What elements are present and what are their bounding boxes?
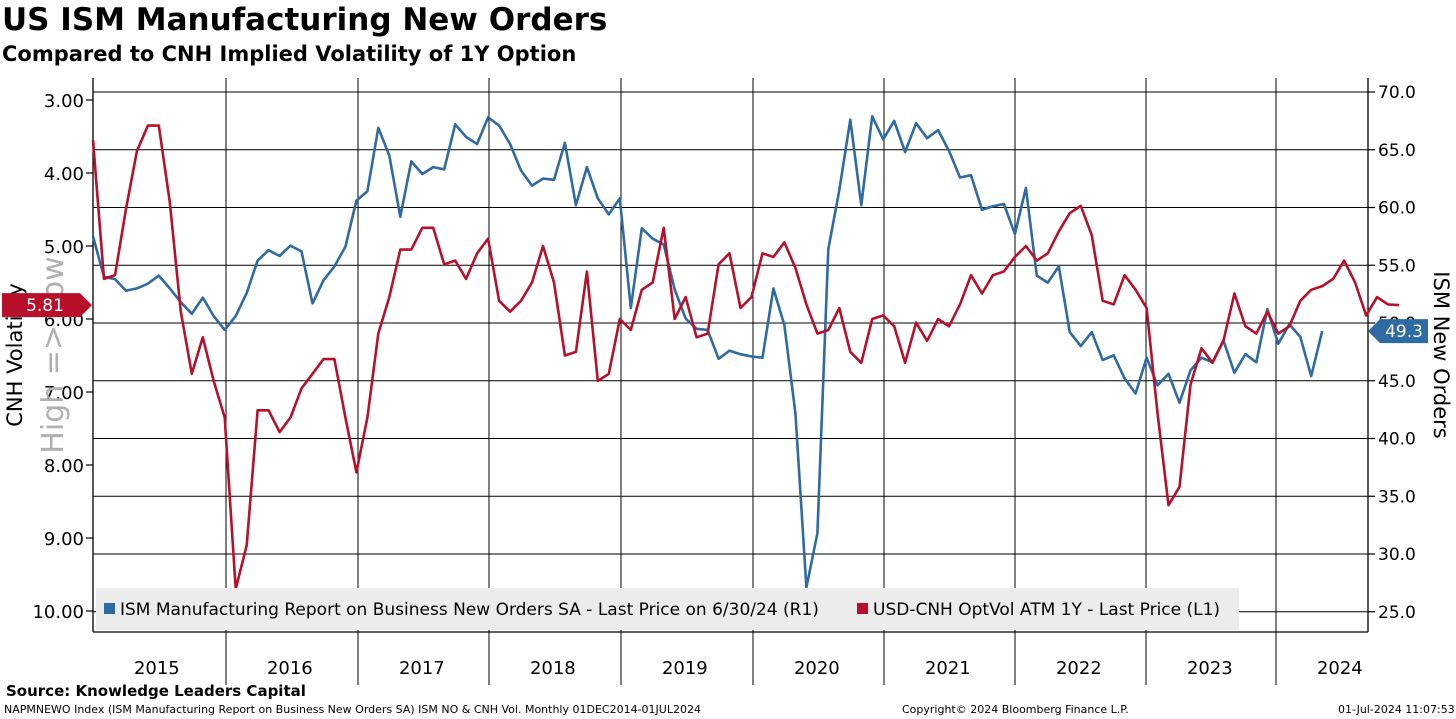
year-label: 2018: [530, 658, 576, 679]
year-label: 2019: [662, 658, 708, 679]
legend-label-ism: ISM Manufacturing Report on Business New…: [120, 600, 819, 620]
legend-swatch-cnh: [857, 603, 868, 614]
left-tick-label: 8.00: [44, 456, 84, 477]
year-label: 2024: [1317, 658, 1363, 679]
year-label: 2023: [1187, 658, 1233, 679]
right-tick-label: 65.0: [1378, 141, 1416, 161]
ism-last-value-tag: [1368, 319, 1428, 344]
ism-new-orders-line: [91, 115, 1324, 589]
cnh-last-value-label: 5.81: [26, 296, 64, 316]
footer-copyright: Copyright© 2024 Bloomberg Finance L.P.: [902, 703, 1129, 716]
source-note: Source: Knowledge Leaders Capital: [6, 682, 306, 700]
chart-title: US ISM Manufacturing New Orders: [2, 2, 608, 38]
right-tick-label: 35.0: [1378, 487, 1416, 507]
left-tick-label: 4.00: [44, 164, 84, 185]
cnh-volatility-line: [91, 124, 1400, 591]
right-tick-label: 70.0: [1378, 83, 1416, 103]
footer-timestamp: 01-Jul-2024 11:07:53: [1338, 703, 1455, 716]
legend-box: [96, 588, 1239, 630]
left-tick-label: 10.00: [32, 602, 84, 623]
right-tick-label: 25.0: [1378, 603, 1416, 623]
right-tick-label: 60.0: [1378, 199, 1416, 219]
year-label: 2022: [1056, 658, 1102, 679]
left-tick-label: 5.00: [44, 237, 84, 258]
left-tick-label: 3.00: [44, 91, 84, 112]
year-label: 2020: [794, 658, 840, 679]
year-label: 2021: [925, 658, 971, 679]
right-tick-label: 55.0: [1378, 256, 1416, 276]
year-label: 2015: [134, 658, 180, 679]
right-tick-label: 45.0: [1378, 372, 1416, 392]
left-tick-label: 7.00: [44, 383, 84, 404]
chart-subtitle: Compared to CNH Implied Volatility of 1Y…: [2, 42, 577, 66]
legend-label-cnh: USD-CNH OptVol ATM 1Y - Last Price (L1): [873, 600, 1220, 620]
axis-annotation: High => Low: [36, 256, 71, 453]
right-tick-label: 40.0: [1378, 430, 1416, 450]
legend-swatch-ism: [104, 603, 115, 614]
footer-index-note: NAPMNEWO Index (ISM Manufacturing Report…: [4, 703, 701, 716]
left-tick-label: 9.00: [44, 529, 84, 550]
year-label: 2016: [267, 658, 313, 679]
ism-last-value-label: 49.3: [1385, 322, 1423, 342]
right-axis-title: ISM New Orders: [1429, 271, 1453, 438]
right-tick-label: 30.0: [1378, 545, 1416, 565]
cnh-last-value-tag: [2, 293, 92, 318]
year-label: 2017: [399, 658, 445, 679]
